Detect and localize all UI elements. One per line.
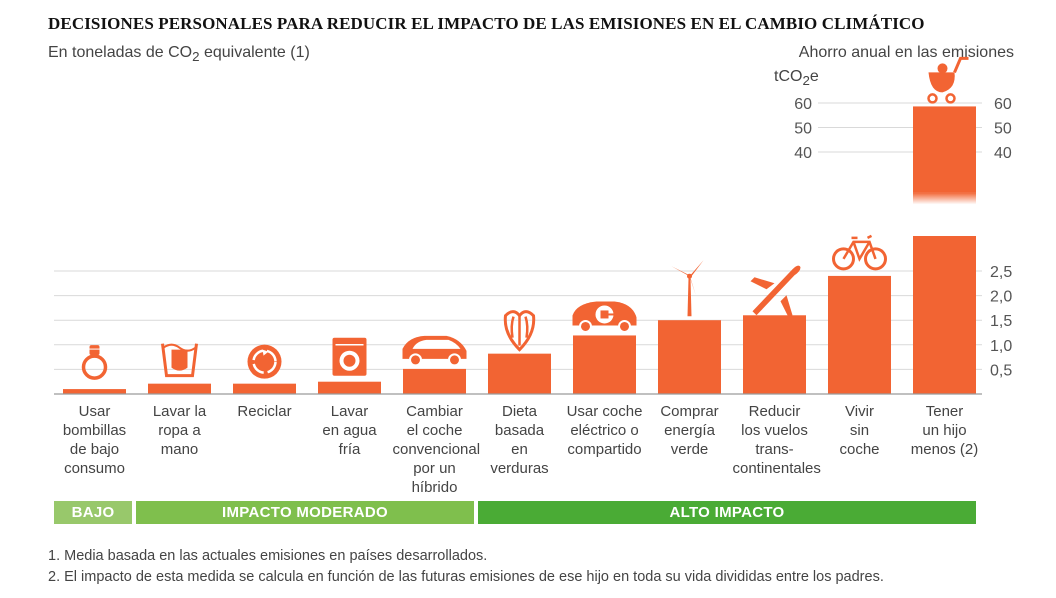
category-label-1-line-1: ropa a	[158, 422, 201, 439]
chart-title: DECISIONES PERSONALES PARA REDUCIR EL IM…	[48, 14, 925, 33]
tick-label-low-1: 1,0	[990, 338, 1012, 355]
category-label-8-line-1: los vuelos	[741, 422, 808, 439]
wind-turbine-icon	[671, 260, 704, 317]
subtitle-text-end: equivalente (1)	[199, 44, 310, 61]
category-label-4-line-1: el coche	[406, 422, 463, 439]
category-label-10-line-2: menos (2)	[910, 441, 979, 458]
category-label-5-line-2: en	[511, 441, 528, 458]
category-label-7: Comprar energía verde	[648, 402, 732, 459]
unit-text-end: e	[809, 68, 819, 85]
tick-label-low-2: 1,5	[990, 313, 1012, 330]
category-label-3-line-2: fría	[338, 441, 361, 458]
category-label-3: Lavar en agua fría	[308, 402, 392, 459]
tick-label-low-0: 0,5	[990, 362, 1012, 379]
category-label-10-line-1: un hijo	[922, 422, 967, 439]
category-label-9-line-2: coche	[839, 441, 880, 458]
tick-label-low-4: 2,5	[990, 264, 1012, 281]
unit-label: tCO2e	[774, 68, 819, 88]
tick-label-high-left-2: 60	[794, 96, 812, 113]
category-label-7-line-2: verde	[670, 441, 709, 458]
category-label-4: Cambiar el coche convencional por un híbrid…	[392, 402, 481, 497]
category-label-0-line-2: de bajo	[69, 441, 120, 458]
category-label-2-line-0: Reciclar	[237, 403, 292, 420]
category-label-0-line-3: consumo	[64, 460, 125, 477]
tick-label-high-left-1: 50	[794, 121, 812, 138]
category-label-7-line-0: Comprar	[660, 403, 719, 420]
bar-7	[658, 320, 721, 394]
bar-1	[148, 383, 211, 394]
category-label-10: Tener un hijo menos (2)	[903, 402, 987, 459]
bar-5	[488, 353, 551, 394]
category-label-0-line-0: Usar	[78, 403, 111, 420]
category-label-5-line-0: Dieta	[501, 403, 538, 420]
chart-subtitle: En toneladas de CO2 equivalente (1)	[48, 44, 310, 64]
bar-8	[743, 315, 806, 394]
tick-label-high-left-0: 40	[794, 145, 812, 162]
stroller-icon	[927, 56, 969, 104]
category-label-0-line-1: bombillas	[62, 422, 127, 439]
category-label-1-line-2: mano	[160, 441, 199, 458]
impact-band-moderate: IMPACTO MODERADO	[136, 501, 474, 524]
category-label-5: Dieta basada en verduras	[478, 402, 562, 478]
impact-band-low: BAJO	[54, 501, 132, 524]
category-label-8: Reducir los vuelos trans-continentales	[732, 402, 821, 478]
tick-label-low-3: 2,0	[990, 289, 1012, 306]
category-label-5-line-1: basada	[494, 422, 545, 439]
bar-10-break-fade	[913, 192, 976, 205]
category-label-4-line-2: convencional	[392, 441, 481, 458]
category-label-1-line-0: Lavar la	[152, 403, 207, 420]
footnote-2: 2. El impacto de esta medida se calcula …	[48, 569, 884, 585]
category-label-9-line-1: sin	[849, 422, 870, 439]
electric-car-icon	[572, 301, 637, 333]
category-label-8-line-3: continentales	[732, 460, 821, 477]
category-label-5-line-3: verduras	[490, 460, 549, 477]
category-label-4-line-0: Cambiar	[406, 403, 463, 420]
category-label-6-line-2: compartido	[567, 441, 642, 458]
category-label-3-line-0: Lavar	[330, 403, 369, 420]
category-label-4-line-3: por un híbrido	[411, 460, 458, 496]
category-label-9-line-0: Vivir	[845, 403, 874, 420]
category-label-8-line-2: trans-	[755, 441, 794, 458]
bar-2	[233, 383, 296, 394]
category-label-6-line-0: Usar coche	[566, 403, 643, 420]
category-label-6: Usar coche eléctrico o compartido	[563, 402, 647, 459]
category-label-1: Lavar la ropa a mano	[138, 402, 222, 459]
bar-3	[318, 381, 381, 394]
hybrid-car-icon	[402, 335, 467, 367]
category-label-2: Reciclar	[223, 402, 307, 421]
bar-0	[63, 389, 126, 394]
bar-9	[828, 275, 891, 394]
category-label-10-line-0: Tener	[925, 403, 964, 420]
washing-machine-icon	[332, 337, 367, 376]
tick-label-high-right-0: 40	[994, 145, 1012, 162]
hand-wash-icon	[161, 343, 198, 378]
impact-band-high: ALTO IMPACTO	[478, 501, 976, 524]
category-label-7-line-1: energía	[664, 422, 715, 439]
bar-10-upper	[913, 106, 976, 193]
footnote-1: 1. Media basada en las actuales emisione…	[48, 548, 488, 564]
tick-label-high-right-1: 50	[994, 121, 1012, 138]
subtitle-subscript: 2	[192, 49, 200, 65]
category-label-6-line-1: eléctrico o	[570, 422, 639, 439]
bar-4	[403, 368, 466, 394]
airplane-icon	[750, 265, 801, 318]
category-label-9: Vivir sin coche	[818, 402, 902, 459]
vegetables-icon	[503, 310, 536, 352]
bar-6	[573, 335, 636, 394]
bar-10-lower	[913, 236, 976, 394]
category-label-3-line-1: en agua	[322, 422, 377, 439]
category-label-8-line-0: Reducir	[748, 403, 801, 420]
category-label-0: Usar bombillas de bajo consumo	[53, 402, 137, 478]
light-bulb-icon	[81, 345, 108, 380]
bicycle-icon	[832, 234, 887, 271]
subtitle-text-start: En toneladas de CO	[48, 44, 193, 61]
recycle-icon	[247, 344, 282, 379]
tick-label-high-right-2: 60	[994, 96, 1012, 113]
unit-subscript: 2	[802, 73, 810, 89]
unit-text-start: tCO	[774, 68, 803, 85]
right-axis-title: Ahorro anual en las emisiones	[798, 44, 1014, 61]
